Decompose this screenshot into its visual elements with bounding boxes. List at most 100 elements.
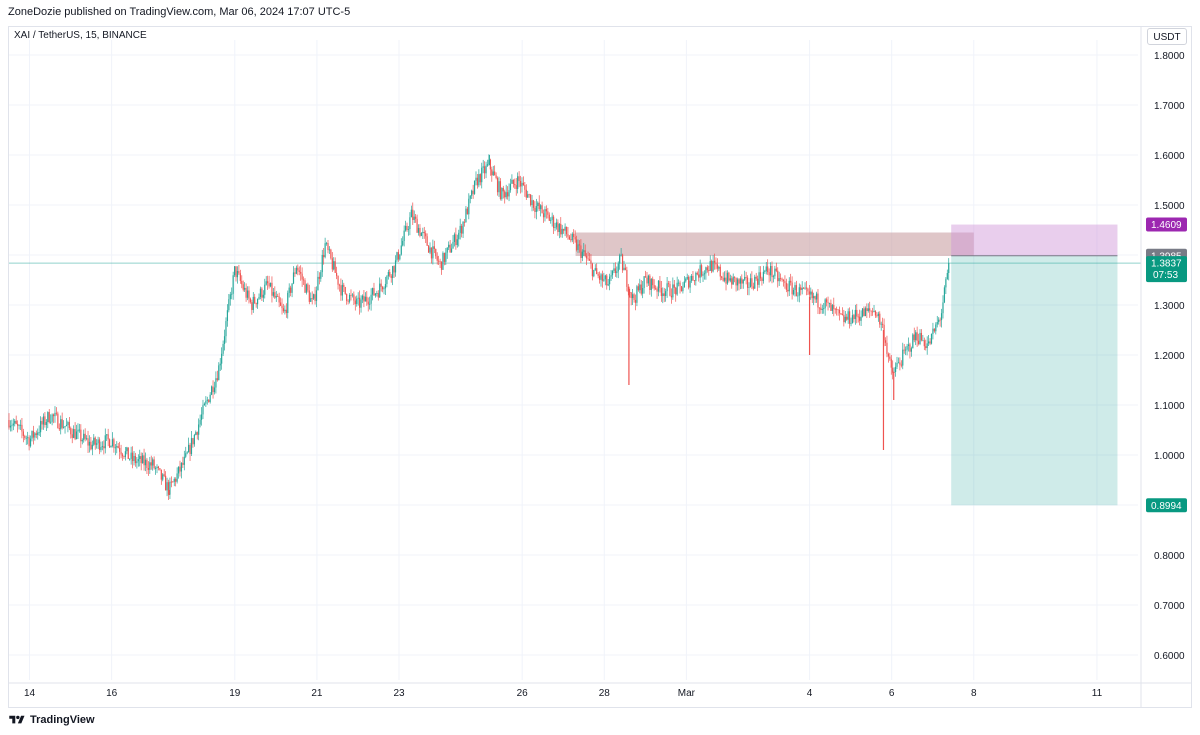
candle-body bbox=[838, 309, 841, 314]
candle-body bbox=[805, 287, 808, 289]
symbol-title: XAI / TetherUS, 15, BINANCE bbox=[14, 30, 147, 41]
candle-body bbox=[136, 461, 138, 464]
candle-body bbox=[859, 316, 861, 321]
candle-body bbox=[93, 437, 95, 445]
candle-body bbox=[172, 481, 174, 483]
candle-body bbox=[626, 269, 628, 287]
candle-body bbox=[386, 276, 388, 285]
candle-body bbox=[167, 482, 170, 495]
candle-body bbox=[942, 302, 944, 314]
candle-body bbox=[353, 294, 355, 301]
candle-body bbox=[655, 288, 657, 290]
candle-body bbox=[346, 293, 348, 301]
candle-body bbox=[52, 414, 55, 417]
candle-body bbox=[847, 311, 849, 320]
candle-body bbox=[15, 420, 17, 424]
candle-body bbox=[481, 167, 483, 183]
candle-body bbox=[538, 202, 540, 210]
candle-body bbox=[272, 292, 274, 296]
candle-body bbox=[364, 296, 366, 302]
candle-body bbox=[323, 254, 325, 258]
candle-body bbox=[284, 309, 286, 312]
candle-body bbox=[877, 313, 879, 316]
candle-body bbox=[564, 226, 566, 231]
candle-body bbox=[75, 431, 78, 440]
candle-body bbox=[206, 399, 208, 401]
candle-body bbox=[160, 469, 162, 480]
candle-body bbox=[27, 437, 29, 439]
candle-body bbox=[452, 241, 454, 249]
candle-body bbox=[723, 277, 726, 281]
candle-body bbox=[900, 364, 902, 366]
candle-body bbox=[948, 262, 950, 274]
candle-body bbox=[508, 190, 510, 197]
candle-body bbox=[560, 223, 562, 235]
candle-body bbox=[889, 356, 891, 359]
candle-body bbox=[147, 467, 149, 470]
candle-body bbox=[435, 248, 437, 257]
candle-body bbox=[669, 284, 671, 296]
candle-body bbox=[808, 291, 810, 295]
x-tick-label: 14 bbox=[24, 688, 36, 699]
candle-body bbox=[274, 292, 276, 298]
candle-body bbox=[607, 284, 609, 286]
candle-body bbox=[583, 250, 585, 252]
candle-body bbox=[97, 439, 99, 444]
candle-body bbox=[706, 267, 708, 271]
candle-body bbox=[406, 225, 408, 230]
candle-body bbox=[484, 166, 486, 174]
candle-body bbox=[107, 434, 109, 440]
candle-body bbox=[772, 276, 775, 278]
candle-body bbox=[746, 277, 749, 288]
candle-body bbox=[11, 425, 13, 427]
candle-body bbox=[84, 433, 86, 439]
candle-body bbox=[262, 294, 264, 298]
candle-body bbox=[88, 441, 91, 446]
candle-body bbox=[390, 275, 392, 279]
candle-body bbox=[17, 423, 19, 426]
candle-body bbox=[87, 438, 89, 446]
candle-body bbox=[74, 429, 76, 440]
candle-body bbox=[926, 343, 928, 349]
candle-body bbox=[90, 441, 92, 450]
candle-body bbox=[463, 221, 466, 223]
candle-body bbox=[932, 328, 934, 335]
candle-body bbox=[221, 353, 223, 364]
candle-body bbox=[409, 217, 411, 230]
candle-body bbox=[532, 200, 535, 208]
candle-body bbox=[561, 228, 563, 235]
candle-body bbox=[8, 420, 10, 428]
candle-body bbox=[440, 261, 443, 270]
candle-body bbox=[24, 435, 26, 438]
candle-body bbox=[203, 403, 206, 406]
candle-body bbox=[702, 274, 704, 276]
candle-body bbox=[623, 267, 625, 271]
candle-body bbox=[514, 183, 516, 186]
candle-body bbox=[642, 287, 644, 294]
candle-body bbox=[492, 171, 494, 176]
candle-body bbox=[709, 261, 711, 271]
candle-body bbox=[124, 451, 126, 457]
candle-body bbox=[698, 274, 700, 278]
candle-body bbox=[854, 309, 856, 320]
target-price-label bbox=[1146, 498, 1187, 513]
candle-body bbox=[41, 421, 43, 425]
target-price-text: 0.8994 bbox=[1151, 501, 1182, 512]
candle-body bbox=[930, 334, 933, 344]
candle-body bbox=[198, 424, 200, 435]
currency-button[interactable]: USDT bbox=[1147, 28, 1187, 45]
candle-body bbox=[265, 281, 267, 285]
candle-body bbox=[268, 283, 270, 287]
candle-body bbox=[909, 344, 911, 352]
candle-body bbox=[61, 419, 63, 428]
candle-body bbox=[119, 447, 121, 452]
candle-body bbox=[304, 280, 306, 293]
last-price-text: 1.3837 bbox=[1151, 259, 1182, 270]
candle-body bbox=[703, 273, 706, 275]
candle-body bbox=[646, 277, 648, 284]
candle-body bbox=[846, 316, 848, 320]
y-tick-label: 1.3000 bbox=[1154, 301, 1185, 312]
candle-body bbox=[133, 455, 135, 462]
candle-body bbox=[695, 272, 697, 281]
